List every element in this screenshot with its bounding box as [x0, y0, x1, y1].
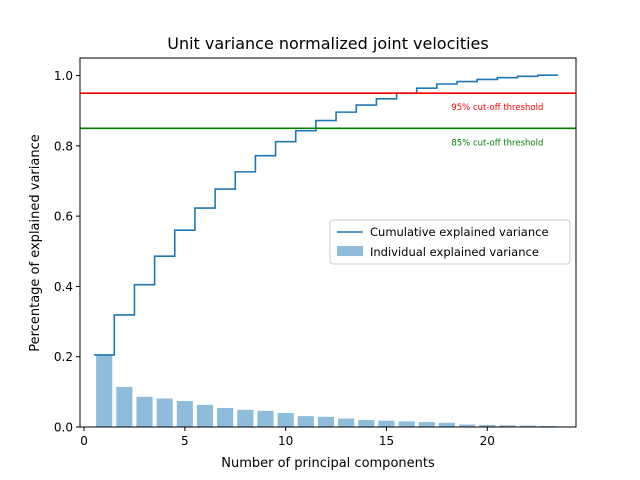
y-axis-label: Percentage of explained variance: [28, 134, 43, 351]
y-tick-label-3: 0.6: [54, 210, 73, 224]
threshold-label-1: 85% cut-off threshold: [451, 138, 543, 148]
bar-pc-15: [378, 420, 395, 427]
bar-pc-18: [438, 422, 456, 427]
legend-label-individual: Individual explained variance: [370, 245, 539, 259]
bar-pc-13: [338, 418, 355, 427]
bar-pc-8: [237, 409, 254, 427]
bar-pc-22: [519, 425, 536, 427]
bar-pc-4: [156, 398, 173, 427]
bar-pc-7: [217, 408, 234, 427]
y-tick-label-5: 1.0: [54, 69, 73, 83]
cumulative-step-line: [94, 74, 558, 356]
x-tick-label-15: 15: [379, 434, 394, 448]
bar-pc-6: [196, 404, 214, 427]
bar-pc-20: [479, 424, 496, 427]
bar-pc-5: [176, 400, 193, 427]
legend: Cumulative explained variance Individual…: [329, 219, 571, 265]
bar-pc-21: [499, 425, 516, 427]
y-tick-label-1: 0.2: [54, 350, 73, 364]
legend-swatch-individual: [337, 246, 363, 256]
x-tick-label-20: 20: [480, 434, 495, 448]
bar-pc-10: [277, 412, 294, 427]
bar-pc-14: [358, 419, 375, 427]
bar-pc-9: [257, 410, 274, 427]
x-axis-label: Number of principal components: [221, 456, 435, 471]
threshold-label-0: 95% cut-off threshold: [451, 103, 543, 113]
x-tick-label-5: 5: [181, 434, 189, 448]
bar-pc-11: [297, 416, 314, 427]
plot-area: 95% cut-off threshold 85% cut-off thresho…: [54, 69, 576, 448]
y-tick-label-2: 0.4: [54, 280, 73, 294]
y-tick-label-4: 0.8: [54, 139, 73, 153]
bar-pc-3: [136, 396, 153, 427]
bar-pc-16: [398, 421, 415, 427]
bar-pc-1: [96, 354, 113, 427]
legend-frame: [329, 219, 571, 265]
bar-pc-19: [459, 424, 476, 427]
x-tick-label-10: 10: [278, 434, 293, 448]
chart-title: Unit variance normalized joint velocitie…: [167, 34, 488, 53]
bar-pc-2: [116, 386, 133, 427]
legend-label-cumulative: Cumulative explained variance: [370, 225, 549, 239]
y-tick-label-0: 0.0: [54, 421, 73, 435]
plot-frame: [79, 57, 577, 428]
bar-pc-12: [317, 416, 335, 427]
bar-pc-17: [418, 422, 435, 427]
x-tick-label-0: 0: [80, 434, 88, 448]
bar-pc-23: [539, 425, 556, 427]
